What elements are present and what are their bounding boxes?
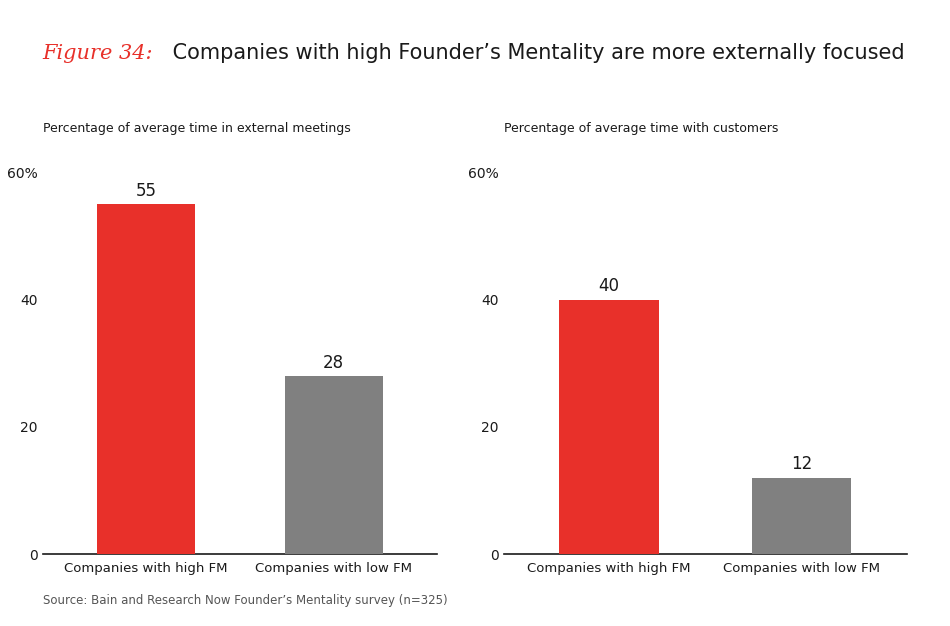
Text: Customer focus: Customer focus (638, 86, 772, 101)
Text: 12: 12 (791, 455, 812, 473)
Text: 28: 28 (323, 354, 344, 372)
Text: Companies with high Founder’s Mentality are more externally focused: Companies with high Founder’s Mentality … (166, 43, 904, 63)
Text: 55: 55 (136, 182, 157, 200)
Bar (560, 300, 659, 554)
Text: External orientation: External orientation (154, 86, 326, 101)
Text: Source: Bain and Research Now Founder’s Mentality survey (n=325): Source: Bain and Research Now Founder’s … (43, 595, 447, 607)
Bar (285, 376, 383, 554)
Bar (751, 478, 851, 554)
Text: 40: 40 (598, 277, 619, 295)
Text: Percentage of average time with customers: Percentage of average time with customer… (504, 122, 778, 135)
Bar (97, 205, 195, 554)
Text: Figure 34:: Figure 34: (43, 44, 153, 63)
Text: Percentage of average time in external meetings: Percentage of average time in external m… (43, 122, 351, 135)
